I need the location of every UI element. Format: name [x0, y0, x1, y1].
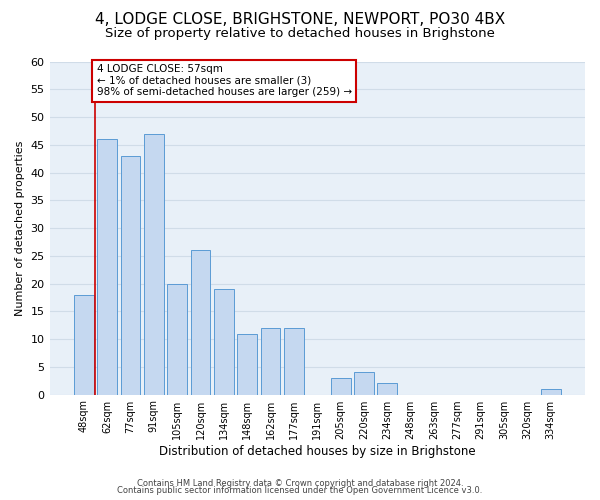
Text: 4, LODGE CLOSE, BRIGHSTONE, NEWPORT, PO30 4BX: 4, LODGE CLOSE, BRIGHSTONE, NEWPORT, PO3…: [95, 12, 505, 28]
Bar: [377, 384, 397, 394]
Y-axis label: Number of detached properties: Number of detached properties: [15, 140, 25, 316]
Text: 4 LODGE CLOSE: 57sqm
← 1% of detached houses are smaller (3)
98% of semi-detache: 4 LODGE CLOSE: 57sqm ← 1% of detached ho…: [97, 64, 352, 98]
Bar: [354, 372, 374, 394]
Text: Contains public sector information licensed under the Open Government Licence v3: Contains public sector information licen…: [118, 486, 482, 495]
Bar: [284, 328, 304, 394]
Text: Size of property relative to detached houses in Brighstone: Size of property relative to detached ho…: [105, 28, 495, 40]
Bar: [238, 334, 257, 394]
Bar: [97, 139, 117, 394]
Bar: [331, 378, 350, 394]
X-axis label: Distribution of detached houses by size in Brighstone: Distribution of detached houses by size …: [159, 444, 476, 458]
Bar: [144, 134, 164, 394]
Text: Contains HM Land Registry data © Crown copyright and database right 2024.: Contains HM Land Registry data © Crown c…: [137, 478, 463, 488]
Bar: [191, 250, 211, 394]
Bar: [121, 156, 140, 394]
Bar: [541, 389, 560, 394]
Bar: [214, 289, 234, 395]
Bar: [74, 294, 94, 394]
Bar: [260, 328, 280, 394]
Bar: [167, 284, 187, 395]
